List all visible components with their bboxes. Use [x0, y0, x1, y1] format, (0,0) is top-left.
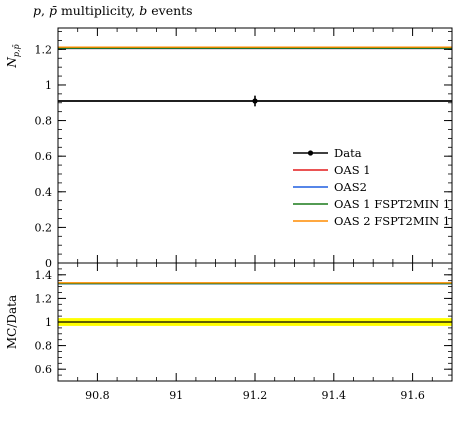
title-part: p̄: [48, 3, 57, 18]
title-part: b: [139, 3, 148, 18]
legend-label: OAS2: [334, 180, 367, 194]
ratio-y-axis-label: MC/Data: [5, 295, 19, 349]
main-ytick-label: 0: [45, 257, 52, 270]
title-part: events: [147, 3, 193, 18]
main-ytick-label: 1: [45, 79, 52, 92]
legend-marker: [307, 150, 314, 156]
legend-label: OAS 1 FSPT2MIN 1: [334, 197, 450, 211]
ratio-ytick-label: 0.6: [35, 363, 53, 376]
legend-label: OAS 1: [334, 163, 371, 177]
main-ytick-label: 0.6: [35, 150, 53, 163]
main-ytick-label: 0.8: [35, 115, 53, 128]
title-part: multiplicity,: [56, 3, 140, 18]
legend-label: OAS 2 FSPT2MIN 1: [334, 214, 450, 228]
x-tick-label: 90.8: [85, 389, 110, 402]
x-tick-label: 91: [169, 389, 183, 402]
chart-title: p, p̄ multiplicity, b events: [33, 3, 193, 18]
x-tick-label: 91.6: [400, 389, 425, 402]
main-panel: 0 0.2 0.4 0.6 0.8 1 1.2 Np,p̄ Data OAS 1 OAS2 OAS 1…: [5, 27, 453, 270]
ratio-ytick-label: 0.8: [35, 340, 53, 353]
legend-label: Data: [334, 146, 362, 160]
y-axis-label-base: N: [5, 57, 19, 69]
x-tick-label: 91.2: [243, 389, 268, 402]
y-axis-label-sub: p,p̄: [12, 44, 21, 57]
main-ytick-label: 0.4: [35, 186, 53, 199]
main-ytick-label: 1.2: [35, 43, 53, 56]
title-part: p: [33, 3, 42, 18]
ratio-ytick-label: 1.4: [35, 269, 53, 282]
main-ytick-label: 0.2: [35, 221, 53, 234]
y-axis-label: Np,p̄: [5, 44, 21, 69]
data-point: [252, 98, 258, 104]
ratio-ytick-label: 1: [45, 316, 52, 329]
x-tick-label: 91.4: [322, 389, 347, 402]
ratio-ytick-label: 1.2: [35, 292, 53, 305]
title-part: ,: [41, 3, 49, 18]
ratio-panel: 0.6 0.8 1 1.2 1.4 90.8 91 91.2 91.4 91.6 MC/Data: [5, 262, 453, 402]
